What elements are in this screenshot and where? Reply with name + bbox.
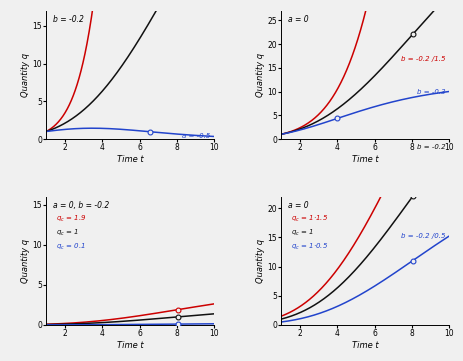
Y-axis label: Quantity q: Quantity q [21,53,30,97]
X-axis label: Time t: Time t [352,341,379,350]
Text: b = -0.2 /1.5: b = -0.2 /1.5 [401,56,445,61]
Text: $q_c$ = 0.1: $q_c$ = 0.1 [56,242,86,252]
Text: b = -0.2: b = -0.2 [53,15,84,24]
Y-axis label: Quantity q: Quantity q [256,53,265,97]
Text: a = 0, b = -0.2: a = 0, b = -0.2 [53,201,109,209]
Y-axis label: Quantity q: Quantity q [256,239,265,283]
X-axis label: Time t: Time t [117,155,144,164]
Text: b = -0.2 /0.5: b = -0.2 /0.5 [401,233,445,239]
Text: b = -0.2: b = -0.2 [417,144,445,150]
X-axis label: Time t: Time t [117,341,144,350]
Text: $q_c$ = 1.9: $q_c$ = 1.9 [56,213,87,223]
X-axis label: Time t: Time t [352,155,379,164]
Text: a = 0: a = 0 [288,15,309,24]
Text: $q_c$ = 1: $q_c$ = 1 [291,227,314,238]
Text: $q_c$ = 1·0.5: $q_c$ = 1·0.5 [291,242,328,252]
Text: a = 0: a = 0 [288,201,309,209]
Text: $q_c$ = 1·1.5: $q_c$ = 1·1.5 [291,213,328,223]
Text: a = -0.5: a = -0.5 [182,134,210,139]
Text: b = -0.3: b = -0.3 [417,88,445,95]
Text: $q_c$ = 1: $q_c$ = 1 [56,227,80,238]
Y-axis label: Quantity q: Quantity q [21,239,30,283]
